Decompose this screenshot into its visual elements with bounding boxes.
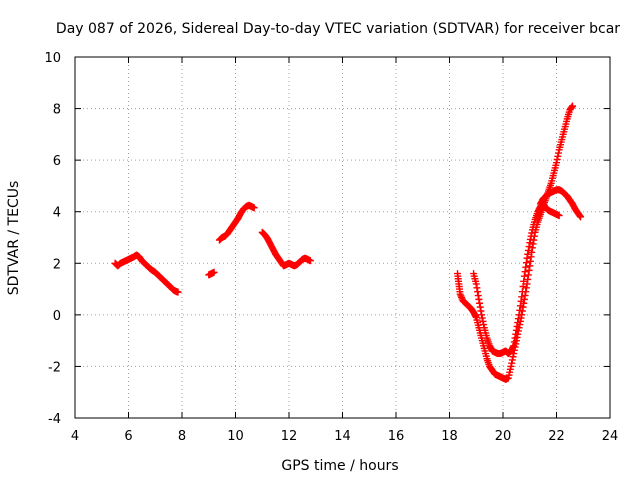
x-tick-label: 14 [334, 429, 351, 444]
series-segment-7 [536, 186, 585, 221]
y-tick-label: 10 [44, 51, 61, 66]
data-series [111, 102, 585, 383]
data-point-plus [306, 257, 314, 265]
y-tick-label: 0 [53, 309, 61, 324]
data-point-plus [555, 212, 563, 220]
y-tick-label: -2 [48, 360, 61, 375]
y-axis-label: SDTVAR / TECUs [6, 181, 22, 296]
y-tick-label: 8 [53, 103, 61, 118]
x-tick-label: 12 [281, 429, 298, 444]
series-segment-2 [205, 268, 218, 279]
x-tick-label: 16 [388, 429, 405, 444]
data-point-plus [210, 268, 218, 276]
series-segment-6 [470, 200, 563, 358]
x-tick-label: 22 [548, 429, 565, 444]
chart-title: Day 087 of 2026, Sidereal Day-to-day VTE… [56, 21, 620, 37]
series-segment-4 [258, 228, 314, 270]
x-tick-label: 24 [602, 429, 619, 444]
x-tick-label: 10 [227, 429, 244, 444]
y-tick-label: 6 [53, 154, 61, 169]
x-tick-label: 8 [178, 429, 186, 444]
series-segment-1 [111, 251, 182, 296]
x-tick-label: 18 [441, 429, 458, 444]
data-point-plus [250, 204, 258, 212]
data-point-plus [577, 213, 585, 221]
data-point-plus [569, 102, 577, 110]
y-tick-label: 2 [53, 257, 61, 272]
grid [75, 57, 610, 418]
data-point-plus [174, 288, 182, 296]
series-segment-3 [215, 201, 258, 244]
y-tick-label: -4 [48, 412, 61, 427]
x-axis-label: GPS time / hours [281, 458, 398, 474]
x-tick-label: 4 [71, 429, 79, 444]
x-tick-label: 6 [124, 429, 132, 444]
y-tick-label: 4 [53, 206, 61, 221]
x-tick-label: 20 [495, 429, 512, 444]
